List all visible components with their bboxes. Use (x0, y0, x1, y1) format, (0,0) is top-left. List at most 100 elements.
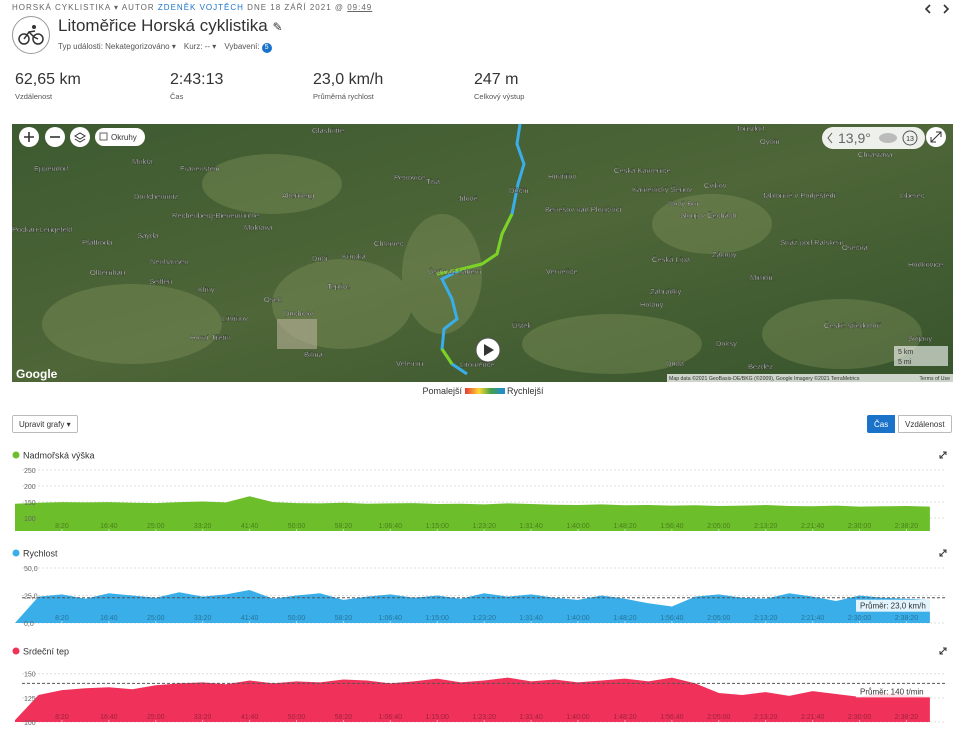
scale-mi: 5 mi (898, 359, 912, 366)
x-tick-label: 41:40 (241, 523, 259, 530)
place-label: Pockau-Lengefeld (12, 225, 72, 234)
y-tick-label: 150 (24, 672, 36, 679)
area (15, 590, 930, 623)
x-tick-label: 1:31:40 (519, 523, 542, 530)
place-label: Horní Jiřetín (190, 333, 231, 342)
x-tick-label: 2:05:00 (707, 714, 730, 721)
place-label: Česká Lípa (652, 255, 691, 264)
attribution-box (667, 374, 953, 382)
stat-value: 247 m (474, 71, 519, 88)
x-tick-label: 2:21:40 (801, 714, 824, 721)
nav-arrows[interactable] (920, 2, 954, 16)
zoom-controls[interactable] (19, 127, 145, 147)
x-tick-label: 2:38:20 (895, 714, 918, 721)
event-type[interactable]: Typ události: Nekategorizováno ▾ (58, 42, 176, 51)
x-tick-label: 1:23:20 (473, 615, 496, 622)
x-tick-label: 1:40:00 (566, 523, 589, 530)
time[interactable]: 09:49 (347, 3, 373, 12)
gear-count[interactable]: 5 (261, 43, 272, 53)
x-tick-label: 8:20 (55, 714, 69, 721)
place-label: Chlumec (374, 239, 404, 248)
legend-fast: Rychlejší (507, 386, 544, 396)
series-dot (12, 647, 20, 655)
place-label: Frauenstein (180, 164, 220, 173)
x-tick-label: 1:48:20 (613, 714, 636, 721)
y-tick-label: 250 (24, 468, 36, 475)
place-label: Kamenický Šenov (632, 185, 692, 194)
x-tick-label: 2:21:40 (801, 523, 824, 530)
series-dot (12, 549, 20, 557)
place-label: Zahrádky (650, 287, 682, 296)
series-dot (12, 451, 20, 459)
expand-icon[interactable] (939, 451, 947, 459)
x-tick-label: 1:06:40 (379, 615, 402, 622)
average-box (856, 599, 936, 612)
place-label: Litvínov (222, 314, 248, 323)
place-label: Rechenberg-Bienenmühle (172, 211, 259, 220)
activity-icon (12, 16, 50, 54)
x-tick-label: 1:56:40 (660, 714, 683, 721)
layers-label[interactable]: Okruhy (111, 133, 137, 142)
place-label: Úštěk (512, 321, 531, 330)
y-tick-label: 150 (24, 500, 36, 507)
meta: Typ události: Nekategorizováno ▾ Kurz: --… (58, 42, 280, 53)
x-tick-label: 2:38:20 (895, 615, 918, 622)
x-tick-label: 41:40 (241, 615, 259, 622)
play-icon (484, 344, 494, 356)
expand-icon[interactable] (939, 549, 947, 557)
average-box (856, 685, 936, 698)
distance-toggle[interactable]: Vzdálenost (898, 415, 952, 433)
map[interactable]: Glashütte Eppendorf Mulda Frauenstein Dorfch… (12, 124, 953, 382)
y-tick-label: 200 (24, 484, 36, 491)
x-tick-label: 50:00 (288, 523, 306, 530)
x-tick-label: 50:00 (288, 615, 306, 622)
author[interactable]: ZDENĚK VOJTĚCH (157, 3, 244, 12)
x-tick-label: 41:40 (241, 714, 259, 721)
edit-charts-button[interactable]: Upravit grafy ▾ (12, 415, 78, 433)
x-tick-label: 1:15:00 (426, 523, 449, 530)
x-tick-label: 1:23:20 (473, 523, 496, 530)
x-tick-label: 2:05:00 (707, 523, 730, 530)
y-tick-label: 25,0 (24, 594, 38, 601)
expand-icon[interactable] (939, 647, 947, 655)
place-label: Dorfchemnitz (134, 192, 178, 201)
place-label: Česká Kamenice (614, 166, 671, 175)
place-label: Altenberg (282, 191, 314, 200)
x-tick-label: 1:48:20 (613, 615, 636, 622)
gear: Vybavení: (224, 42, 260, 51)
x-tick-label: 2:13:20 (754, 714, 777, 721)
weather-badge: 13 (906, 136, 914, 143)
place-label: Nový Bor (668, 199, 699, 208)
place-label: Dubá (666, 359, 685, 368)
place-label: Ústí nad Labem (428, 267, 481, 276)
time-toggle[interactable]: Čas (867, 415, 896, 433)
mine (277, 319, 317, 349)
course[interactable]: Kurz: -- ▾ (183, 42, 217, 51)
attribution: Map data ©2021 GeoBasis-DE/BKG (©2009), … (669, 375, 860, 382)
terms[interactable]: Terms of Use (919, 376, 950, 382)
stat-value: 2:43:13 (170, 71, 224, 88)
place-label: Doksy (716, 339, 737, 348)
weather-widget[interactable] (822, 127, 946, 149)
place-label: Verneřice (546, 267, 578, 276)
x-tick-label: 2:05:00 (707, 615, 730, 622)
place-label: Sloup v Čechách (680, 211, 737, 220)
x-tick-label: 16:40 (100, 615, 118, 622)
x-tick-label: 1:56:40 (660, 523, 683, 530)
place-label: Duchcov (284, 309, 313, 318)
x-tick-label: 58:20 (335, 714, 353, 721)
place-label: Benešov nad Ploučnicí (545, 205, 622, 214)
place-label: Zákupy (712, 250, 737, 259)
place-label: Svijany (908, 334, 932, 343)
speed-legend: Pomalejší Rychlejší (0, 386, 956, 396)
place-label: Mulda (132, 157, 153, 166)
stat-label: Vzdálenost (15, 92, 53, 101)
author-prefix: AUTOR (121, 3, 155, 12)
activity-type[interactable]: HORSKÁ CYKLISTIKA ▾ (12, 3, 120, 12)
x-tick-label: 58:20 (335, 523, 353, 530)
place-label: Klíny (198, 285, 215, 294)
average-label: Průměr: 140 t/min (860, 687, 924, 696)
edit-icon[interactable]: ✎ (272, 20, 283, 34)
